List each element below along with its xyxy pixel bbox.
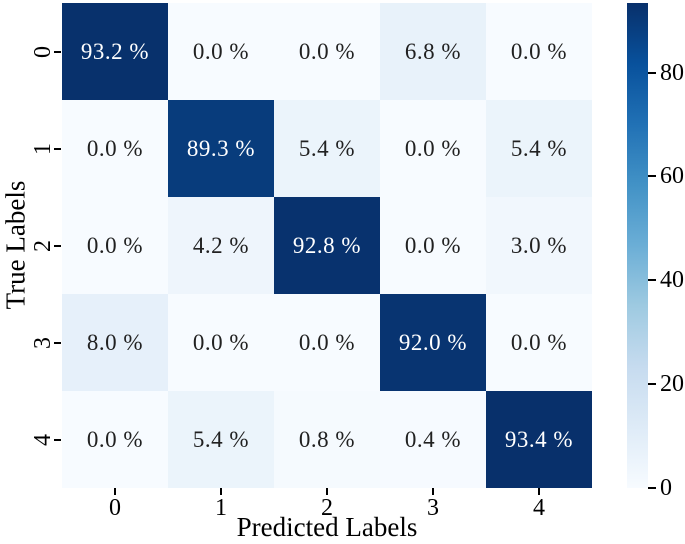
- cell-value: 0.0 %: [192, 38, 250, 64]
- y-axis-label: True Labels: [0, 180, 31, 310]
- y-tick-mark: [54, 50, 61, 53]
- y-tick-label: 0: [30, 45, 56, 58]
- colorbar-tick-label: 60: [660, 163, 684, 190]
- cell-value: 4.2 %: [192, 232, 250, 258]
- heatmap-cell: 89.3 %: [168, 100, 274, 197]
- heatmap-cell: 93.2 %: [62, 3, 168, 100]
- heatmap-cell: 0.8 %: [274, 391, 380, 488]
- heatmap-cell: 0.0 %: [168, 3, 274, 100]
- cell-value: 0.0 %: [192, 329, 250, 355]
- heatmap-cell: 5.4 %: [486, 100, 592, 197]
- heatmap-cell: 0.0 %: [274, 294, 380, 391]
- x-tick-mark: [538, 488, 540, 495]
- cell-value: 5.4 %: [510, 135, 568, 161]
- heatmap-cell: 0.0 %: [62, 197, 168, 294]
- x-tick-mark: [220, 488, 222, 495]
- y-tick-mark: [54, 341, 61, 344]
- colorbar-tick-label: 80: [660, 59, 684, 86]
- cell-value: 5.4 %: [298, 135, 356, 161]
- colorbar-tick-mark: [648, 383, 656, 386]
- y-tick-label: 3: [30, 336, 56, 349]
- x-tick-label: 1: [215, 495, 227, 521]
- cell-value: 89.3 %: [186, 135, 256, 161]
- y-tick-label: 1: [30, 142, 56, 155]
- cell-value: 0.8 %: [298, 426, 356, 452]
- heatmap-cell: 0.4 %: [380, 391, 486, 488]
- cell-value: 0.0 %: [86, 426, 144, 452]
- heatmap-cell: 0.0 %: [62, 391, 168, 488]
- colorbar-tick-label: 0: [660, 475, 672, 501]
- y-tick-mark: [54, 438, 61, 441]
- cell-value: 0.0 %: [86, 135, 144, 161]
- heatmap-cell: 0.0 %: [62, 100, 168, 197]
- cell-value: 0.0 %: [404, 135, 462, 161]
- heatmap-cell: 6.8 %: [380, 3, 486, 100]
- y-tick-label: 2: [30, 239, 56, 252]
- heatmap-cell: 0.0 %: [380, 197, 486, 294]
- heatmap-cell: 0.0 %: [380, 100, 486, 197]
- cell-value: 0.0 %: [298, 38, 356, 64]
- x-tick-mark: [326, 488, 328, 495]
- x-tick-label: 2: [321, 495, 333, 521]
- heatmap-cell: 5.4 %: [274, 100, 380, 197]
- x-tick-label: 0: [109, 495, 121, 521]
- cell-value: 6.8 %: [404, 38, 462, 64]
- x-tick-mark: [114, 488, 116, 495]
- heatmap-cell: 0.0 %: [486, 294, 592, 391]
- colorbar-tick-mark: [648, 175, 656, 178]
- cell-value: 5.4 %: [192, 426, 250, 452]
- heatmap: 93.2 % 0.0 % 0.0 % 6.8 % 0.0 % 0.0 % 89.3 % 5.4…: [62, 3, 592, 488]
- x-tick-label: 3: [427, 495, 439, 521]
- cell-value: 0.0 %: [510, 38, 568, 64]
- cell-value: 0.0 %: [404, 232, 462, 258]
- heatmap-cell: 92.0 %: [380, 294, 486, 391]
- colorbar-tick-mark: [648, 71, 656, 74]
- heatmap-cell: 92.8 %: [274, 197, 380, 294]
- heatmap-cell: 4.2 %: [168, 197, 274, 294]
- cell-value: 0.0 %: [298, 329, 356, 355]
- colorbar-tick-mark: [648, 279, 656, 282]
- heatmap-cell: 8.0 %: [62, 294, 168, 391]
- x-axis-label: Predicted Labels: [236, 512, 418, 542]
- cell-value: 0.0 %: [510, 329, 568, 355]
- cell-value: 92.8 %: [292, 232, 362, 258]
- heatmap-cell: 0.0 %: [274, 3, 380, 100]
- cell-value: 0.0 %: [86, 232, 144, 258]
- y-tick-mark: [54, 147, 61, 150]
- heatmap-cell: 3.0 %: [486, 197, 592, 294]
- heatmap-cell: 5.4 %: [168, 391, 274, 488]
- heatmap-cell: 0.0 %: [168, 294, 274, 391]
- cell-value: 93.2 %: [80, 38, 150, 64]
- colorbar-tick-label: 40: [660, 267, 684, 294]
- colorbar-tick-label: 20: [660, 371, 684, 398]
- x-tick-label: 4: [533, 495, 545, 521]
- x-tick-mark: [432, 488, 434, 495]
- cell-value: 3.0 %: [510, 232, 568, 258]
- y-tick-label: 4: [30, 433, 56, 446]
- cell-value: 92.0 %: [398, 329, 468, 355]
- heatmap-cell: 0.0 %: [486, 3, 592, 100]
- heatmap-cell: 93.4 %: [486, 391, 592, 488]
- cell-value: 93.4 %: [504, 426, 574, 452]
- y-tick-mark: [54, 244, 61, 247]
- colorbar-tick-mark: [648, 487, 656, 489]
- cell-value: 8.0 %: [86, 329, 144, 355]
- colorbar: [627, 3, 648, 488]
- cell-value: 0.4 %: [404, 426, 462, 452]
